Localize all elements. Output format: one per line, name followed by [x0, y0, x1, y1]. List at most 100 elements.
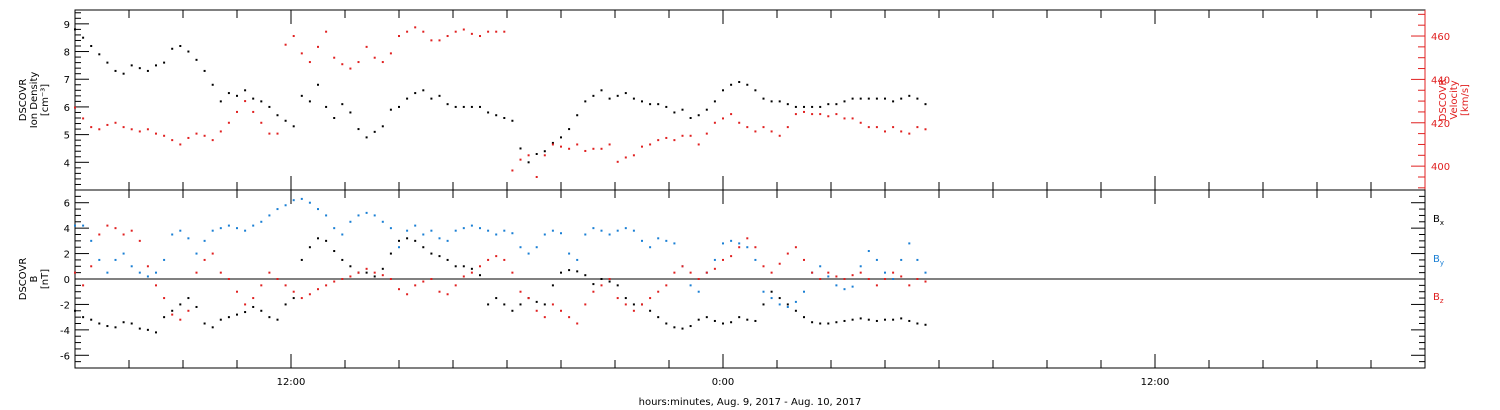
By-point	[333, 227, 336, 230]
right-velocity-tick-label: 440	[1431, 75, 1450, 86]
velocity-point	[600, 147, 603, 150]
By-point	[503, 229, 506, 232]
Bz-point	[300, 297, 303, 300]
Bz-point	[892, 271, 895, 274]
By-point	[527, 252, 530, 255]
density-point	[462, 105, 465, 108]
By-point	[187, 237, 190, 240]
density-point	[665, 105, 668, 108]
Bx-point	[130, 322, 133, 325]
Bx-point	[203, 322, 206, 325]
By-point	[487, 229, 490, 232]
Bx-point	[576, 270, 579, 273]
Bx-point	[746, 318, 749, 321]
Bz-point	[584, 303, 587, 306]
Bz-point	[811, 271, 814, 274]
velocity-point	[592, 147, 595, 150]
Bx-point	[422, 246, 425, 249]
density-point	[74, 28, 76, 31]
density-point	[284, 119, 287, 122]
legend-subscript: x	[1440, 219, 1444, 227]
velocity-point	[438, 39, 441, 42]
density-point	[333, 117, 336, 119]
By-point	[211, 229, 214, 232]
velocity-point	[414, 26, 417, 29]
Bz-point	[641, 303, 643, 306]
left-density-tick-label: 7	[64, 75, 70, 86]
density-point	[98, 53, 101, 56]
Bx-point	[325, 239, 328, 242]
density-point	[381, 125, 384, 128]
Bx-point	[430, 252, 433, 255]
By-point	[357, 214, 360, 217]
density-point	[389, 108, 392, 111]
density-point	[308, 100, 311, 103]
velocity-point	[778, 134, 781, 137]
Bx-point	[227, 316, 230, 319]
density-point	[551, 141, 554, 144]
Bz-point	[98, 233, 101, 236]
Bz-point	[357, 271, 360, 274]
velocity-point	[325, 30, 328, 33]
density-point	[292, 125, 295, 128]
Bx-point	[900, 317, 903, 320]
By-point	[892, 278, 895, 280]
velocity-point	[624, 156, 627, 159]
density-point	[122, 72, 125, 75]
density-point	[560, 136, 562, 139]
Bz-point	[600, 284, 603, 287]
density-point	[163, 61, 166, 64]
Bx-point	[519, 303, 522, 306]
velocity-point	[82, 117, 85, 120]
velocity-point	[754, 130, 757, 133]
By-point	[365, 211, 368, 214]
velocity-point	[479, 35, 481, 38]
velocity-point	[843, 117, 846, 120]
Bx-point	[568, 269, 571, 272]
By-point	[252, 224, 255, 227]
Bz-point	[381, 274, 384, 277]
By-point	[308, 201, 311, 204]
Bx-point	[819, 322, 822, 325]
velocity-point	[106, 123, 109, 126]
Bz-point	[292, 290, 295, 293]
velocity-point	[875, 126, 878, 129]
top-frame	[74, 9, 1426, 191]
legend-By: By	[1433, 254, 1444, 267]
Bz-point	[754, 246, 757, 249]
Bx-point	[794, 309, 797, 312]
Bx-point	[446, 258, 449, 261]
Bz-point	[924, 280, 927, 283]
density-point	[851, 97, 854, 100]
By-point	[738, 242, 741, 245]
Bz-point	[414, 284, 417, 287]
velocity-point	[730, 113, 733, 116]
ylabel-line: Ion Density	[29, 72, 40, 129]
By-point	[859, 265, 862, 268]
density-point	[543, 150, 546, 153]
density-point	[722, 89, 724, 92]
density-point	[519, 147, 522, 150]
Bz-point	[236, 290, 238, 293]
Bz-point	[138, 239, 141, 242]
density-point	[738, 81, 741, 83]
Bz-point	[373, 271, 376, 274]
Bz-point	[884, 278, 886, 280]
Bx-point	[106, 325, 109, 328]
By-point	[195, 252, 198, 255]
Bx-point	[155, 331, 157, 334]
density-point	[730, 83, 733, 86]
By-point	[592, 227, 595, 230]
Bx-point	[762, 303, 765, 306]
Bx-point	[236, 313, 238, 316]
By-point	[762, 290, 765, 293]
density-point	[673, 111, 676, 114]
Bx-point	[608, 280, 611, 283]
density-point	[641, 100, 643, 103]
Bz-point	[495, 255, 498, 258]
density-point	[454, 105, 457, 108]
density-point	[300, 94, 303, 97]
Bz-point	[422, 280, 425, 283]
Bx-point	[592, 283, 595, 286]
By-point	[511, 232, 514, 235]
